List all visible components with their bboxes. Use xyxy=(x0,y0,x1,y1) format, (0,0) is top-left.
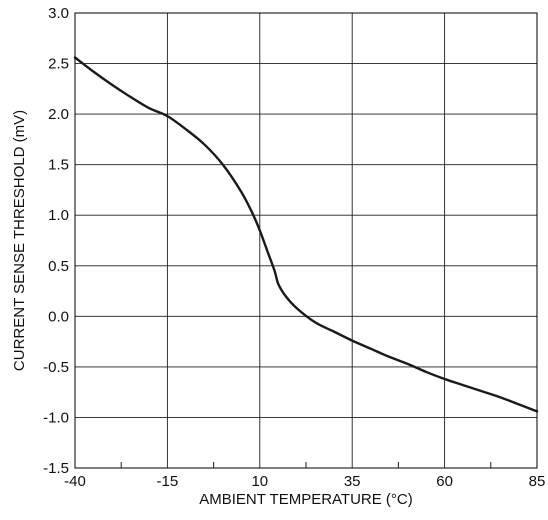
y-tick-label-7: -0.5 xyxy=(43,359,69,376)
x-tick-label-0: -40 xyxy=(64,473,86,490)
x-tick-label-3: 35 xyxy=(344,473,361,490)
x-axis-title: AMBIENT TEMPERATURE (°C) xyxy=(199,491,413,508)
x-tick-labels: -40 -15 10 35 60 85 xyxy=(64,473,545,490)
y-tick-labels: 3.0 2.5 2.0 1.5 1.0 0.5 0.0 -0.5 -1.0 -1.5 xyxy=(43,5,69,477)
series-line-0 xyxy=(73,56,539,413)
series-group xyxy=(73,56,539,413)
y-tick-label-1: 2.5 xyxy=(48,56,69,73)
plot-frame xyxy=(74,12,538,469)
x-tick-label-4: 60 xyxy=(436,473,453,490)
y-tick-label-4: 1.0 xyxy=(48,207,69,224)
y-axis-title: CURRENT SENSE THRESHOLD (mV) xyxy=(11,110,28,371)
y-tick-label-8: -1.0 xyxy=(43,409,69,426)
grid-lines xyxy=(74,12,538,469)
x-tick-label-5: 85 xyxy=(529,473,546,490)
y-tick-label-2: 2.0 xyxy=(48,106,69,123)
y-tick-label-5: 0.5 xyxy=(48,258,69,275)
y-tick-label-6: 0.0 xyxy=(48,308,69,325)
y-tick-label-9: -1.5 xyxy=(43,460,69,477)
x-tick-label-1: -15 xyxy=(157,473,179,490)
y-tick-label-0: 3.0 xyxy=(48,5,69,22)
y-tick-label-3: 1.5 xyxy=(48,157,69,174)
x-tick-label-2: 10 xyxy=(251,473,268,490)
minor-ticks xyxy=(120,462,492,468)
